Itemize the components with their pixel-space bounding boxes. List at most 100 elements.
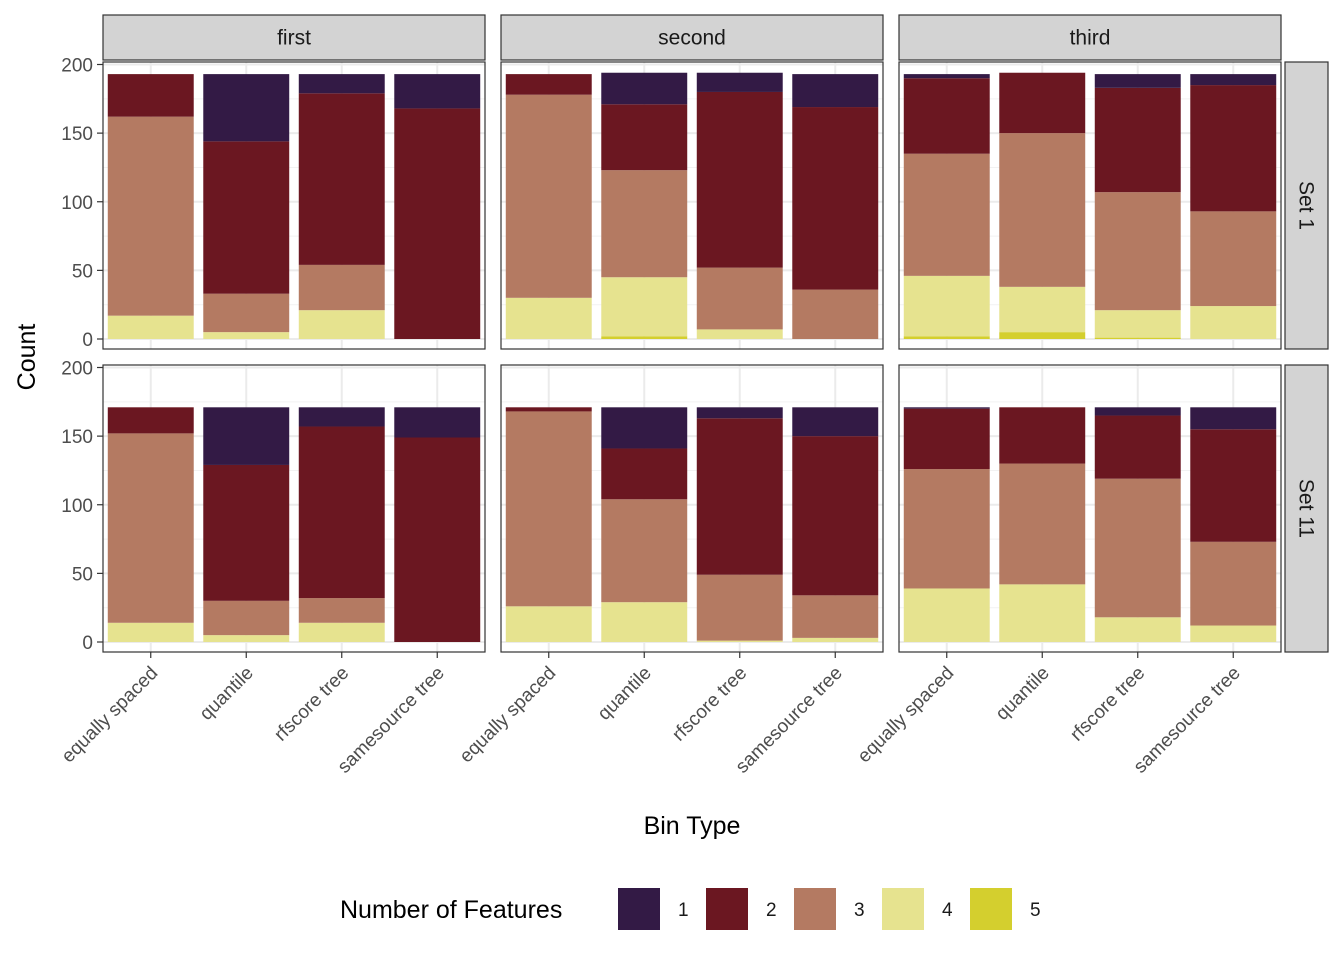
bar-third-set-1-equally-spaced-features-1 <box>903 74 990 79</box>
bar-second-set-1-samesource-tree-features-3 <box>792 289 879 339</box>
x-tick-label: equally spaced <box>854 663 958 767</box>
x-tick-label: samesource tree <box>334 663 449 778</box>
bar-second-set-11-rfscore-tree-features-1 <box>696 407 783 419</box>
bar-first-set-1-quantile-features-3 <box>203 293 290 333</box>
y-tick-label: 50 <box>72 564 93 585</box>
legend-label-4: 4 <box>942 900 953 921</box>
y-tick-label: 100 <box>61 496 93 517</box>
bar-first-set-11-rfscore-tree-features-4 <box>298 622 385 642</box>
legend-label-3: 3 <box>854 900 865 921</box>
bar-first-set-11-rfscore-tree-features-3 <box>298 598 385 623</box>
legend-title: Number of Features <box>340 896 562 924</box>
panel-border <box>102 61 486 350</box>
bar-second-set-11-rfscore-tree-features-3 <box>696 574 783 641</box>
bar-third-set-1-samesource-tree-features-4 <box>1190 306 1277 339</box>
bar-second-set-1-rfscore-tree-features-3 <box>696 267 783 330</box>
bar-first-set-11-quantile-features-1 <box>203 407 290 465</box>
bar-second-set-1-samesource-tree-features-2 <box>792 107 879 290</box>
bar-third-set-1-samesource-tree-features-2 <box>1190 85 1277 212</box>
bar-second-set-1-samesource-tree-features-1 <box>792 74 879 108</box>
bar-first-set-11-quantile-features-2 <box>203 464 290 601</box>
bar-second-set-11-equally-spaced-features-3 <box>505 411 592 607</box>
bar-second-set-11-rfscore-tree-features-2 <box>696 418 783 575</box>
x-tick-label: equally spaced <box>456 663 560 767</box>
bar-second-set-1-rfscore-tree-features-2 <box>696 91 783 268</box>
bar-third-set-1-equally-spaced-features-5 <box>903 336 990 339</box>
x-tick-label: quantile <box>992 663 1054 725</box>
bar-first-set-11-equally-spaced-features-3 <box>107 433 194 623</box>
bar-third-set-11-samesource-tree-features-2 <box>1190 429 1277 542</box>
x-tick-label: quantile <box>196 663 258 725</box>
bar-third-set-1-rfscore-tree-features-2 <box>1094 87 1181 193</box>
bar-third-set-11-rfscore-tree-features-2 <box>1094 415 1181 479</box>
bar-third-set-11-rfscore-tree-features-3 <box>1094 478 1181 618</box>
legend-label-1: 1 <box>678 900 689 921</box>
bar-second-set-11-quantile-features-2 <box>601 448 688 500</box>
bar-third-set-1-equally-spaced-features-3 <box>903 153 990 276</box>
bar-second-set-1-equally-spaced-features-3 <box>505 94 592 298</box>
bar-first-set-1-equally-spaced-features-2 <box>107 74 194 117</box>
facet-strip-set-1 <box>1284 61 1329 350</box>
x-tick-label: quantile <box>594 663 656 725</box>
bar-third-set-11-rfscore-tree-features-4 <box>1094 617 1181 642</box>
bar-third-set-11-rfscore-tree-features-1 <box>1094 407 1181 416</box>
bar-second-set-11-quantile-features-4 <box>601 602 688 642</box>
legend-key-2 <box>706 888 748 930</box>
legend-label-2: 2 <box>766 900 777 921</box>
panel-border <box>102 364 486 653</box>
bar-second-set-1-equally-spaced-features-4 <box>505 297 592 339</box>
bar-second-set-11-equally-spaced-features-2 <box>505 407 592 412</box>
bar-second-set-11-samesource-tree-features-2 <box>792 436 879 596</box>
bar-second-set-1-quantile-features-3 <box>601 170 688 278</box>
bar-first-set-11-equally-spaced-features-4 <box>107 622 194 642</box>
bar-third-set-1-quantile-features-2 <box>999 72 1086 134</box>
bar-third-set-1-samesource-tree-features-1 <box>1190 74 1277 86</box>
legend-key-5 <box>970 888 1012 930</box>
facet-label-set-11: Set 11 <box>1295 479 1318 538</box>
facet-strip-set-11 <box>1284 364 1329 653</box>
panel-first-set-11: 0 50 100 150 200 equally spaced quantile rfscor… <box>58 359 486 778</box>
bar-third-set-1-rfscore-tree-features-4 <box>1094 310 1181 338</box>
bar-first-set-1-quantile-features-1 <box>203 74 290 142</box>
bar-third-set-11-equally-spaced-features-3 <box>903 469 990 589</box>
bar-third-set-1-rfscore-tree-features-5 <box>1094 337 1181 339</box>
bar-second-set-1-quantile-features-2 <box>601 104 688 171</box>
y-tick-label: 0 <box>82 330 93 351</box>
y-tick-label: 0 <box>82 633 93 654</box>
y-tick-label: 200 <box>61 359 93 380</box>
x-tick-label: rfscore tree <box>668 663 751 746</box>
facet-strip-first <box>102 14 486 61</box>
bar-first-set-11-samesource-tree-features-1 <box>394 407 481 438</box>
bar-third-set-1-quantile-features-5 <box>999 332 1086 339</box>
panel-first-set-1: 0 50 100 150 200 <box>61 56 486 351</box>
panel-border <box>898 364 1282 653</box>
legend-key-1 <box>618 888 660 930</box>
bar-second-set-1-rfscore-tree-features-4 <box>696 329 783 339</box>
bar-first-set-1-quantile-features-2 <box>203 141 290 294</box>
x-tick-label: rfscore tree <box>270 663 353 746</box>
bar-third-set-1-quantile-features-3 <box>999 133 1086 287</box>
panel-second-set-11: equally spaced quantile rfscore treesameso… <box>456 364 884 778</box>
bar-second-set-1-quantile-features-4 <box>601 277 688 337</box>
facet-label-third: third <box>1070 27 1111 50</box>
bar-first-set-1-equally-spaced-features-3 <box>107 116 194 316</box>
bar-third-set-1-rfscore-tree-features-1 <box>1094 74 1181 88</box>
bar-first-set-1-samesource-tree-features-2 <box>394 108 481 339</box>
bar-second-set-11-quantile-features-1 <box>601 407 688 449</box>
facet-strip-second <box>500 14 884 61</box>
bar-first-set-1-equally-spaced-features-4 <box>107 315 194 339</box>
legend: Number of Features 1 2 3 4 5 <box>340 888 1041 930</box>
bar-first-set-1-quantile-features-4 <box>203 332 290 339</box>
legend-keys: 1 2 3 4 5 <box>618 888 1041 930</box>
x-axis-title: Bin Type <box>644 812 741 840</box>
panel-third-set-1 <box>898 61 1282 350</box>
bar-first-set-1-rfscore-tree-features-3 <box>298 264 385 311</box>
facet-strip-third <box>898 14 1282 61</box>
bar-first-set-1-samesource-tree-features-1 <box>394 74 481 109</box>
bar-third-set-11-equally-spaced-features-1 <box>903 407 990 409</box>
facet-label-set-1: Set 1 <box>1295 181 1318 230</box>
panel-border <box>500 364 884 653</box>
bar-third-set-11-samesource-tree-features-4 <box>1190 625 1277 642</box>
legend-key-4 <box>882 888 924 930</box>
bar-third-set-11-quantile-features-4 <box>999 584 1086 642</box>
